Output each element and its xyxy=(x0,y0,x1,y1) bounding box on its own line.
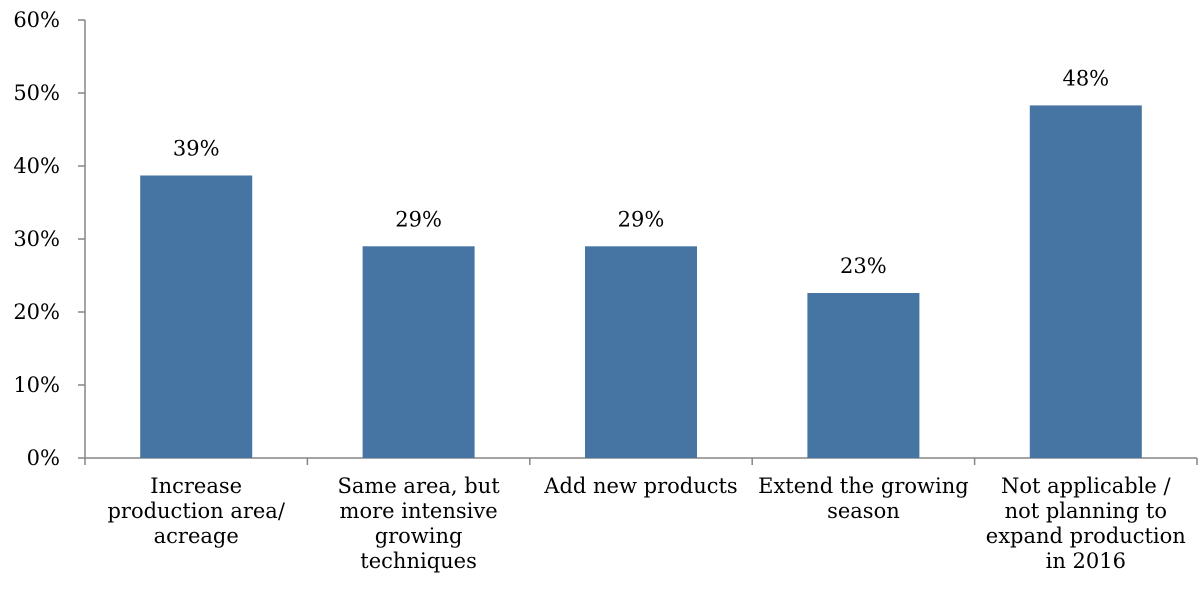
data-label: 23% xyxy=(840,254,887,278)
bar-4 xyxy=(807,293,920,458)
category-label: in 2016 xyxy=(1046,549,1126,573)
category-label: expand production xyxy=(986,524,1186,548)
bar-5 xyxy=(1029,105,1142,458)
data-label: 48% xyxy=(1062,66,1109,90)
data-label: 39% xyxy=(173,136,220,160)
category-label: growing xyxy=(375,524,463,548)
category-label: production area/ xyxy=(107,499,285,523)
category-label: not planning to xyxy=(1005,499,1167,523)
y-tick-label: 50% xyxy=(13,81,60,105)
y-tick-label: 30% xyxy=(13,227,60,251)
category-label: Not applicable / xyxy=(1001,474,1172,498)
category-label: more intensive xyxy=(340,499,498,523)
category-label: Add new products xyxy=(543,474,737,498)
y-tick-label: 40% xyxy=(13,154,60,178)
y-tick-label: 10% xyxy=(13,373,60,397)
category-label: acreage xyxy=(154,524,239,548)
category-label: Extend the growing xyxy=(758,474,969,498)
y-tick-label: 60% xyxy=(13,8,60,32)
category-label: techniques xyxy=(360,549,477,573)
y-tick-label: 0% xyxy=(27,446,60,470)
data-label: 29% xyxy=(395,207,442,231)
category-label: Increase xyxy=(150,474,242,498)
category-label: Same area, but xyxy=(338,474,501,498)
bar-1 xyxy=(140,175,253,459)
category-label: season xyxy=(827,499,900,523)
bar-2 xyxy=(362,246,475,458)
data-label: 29% xyxy=(618,207,665,231)
y-tick-label: 20% xyxy=(13,300,60,324)
bar-3 xyxy=(585,246,697,458)
